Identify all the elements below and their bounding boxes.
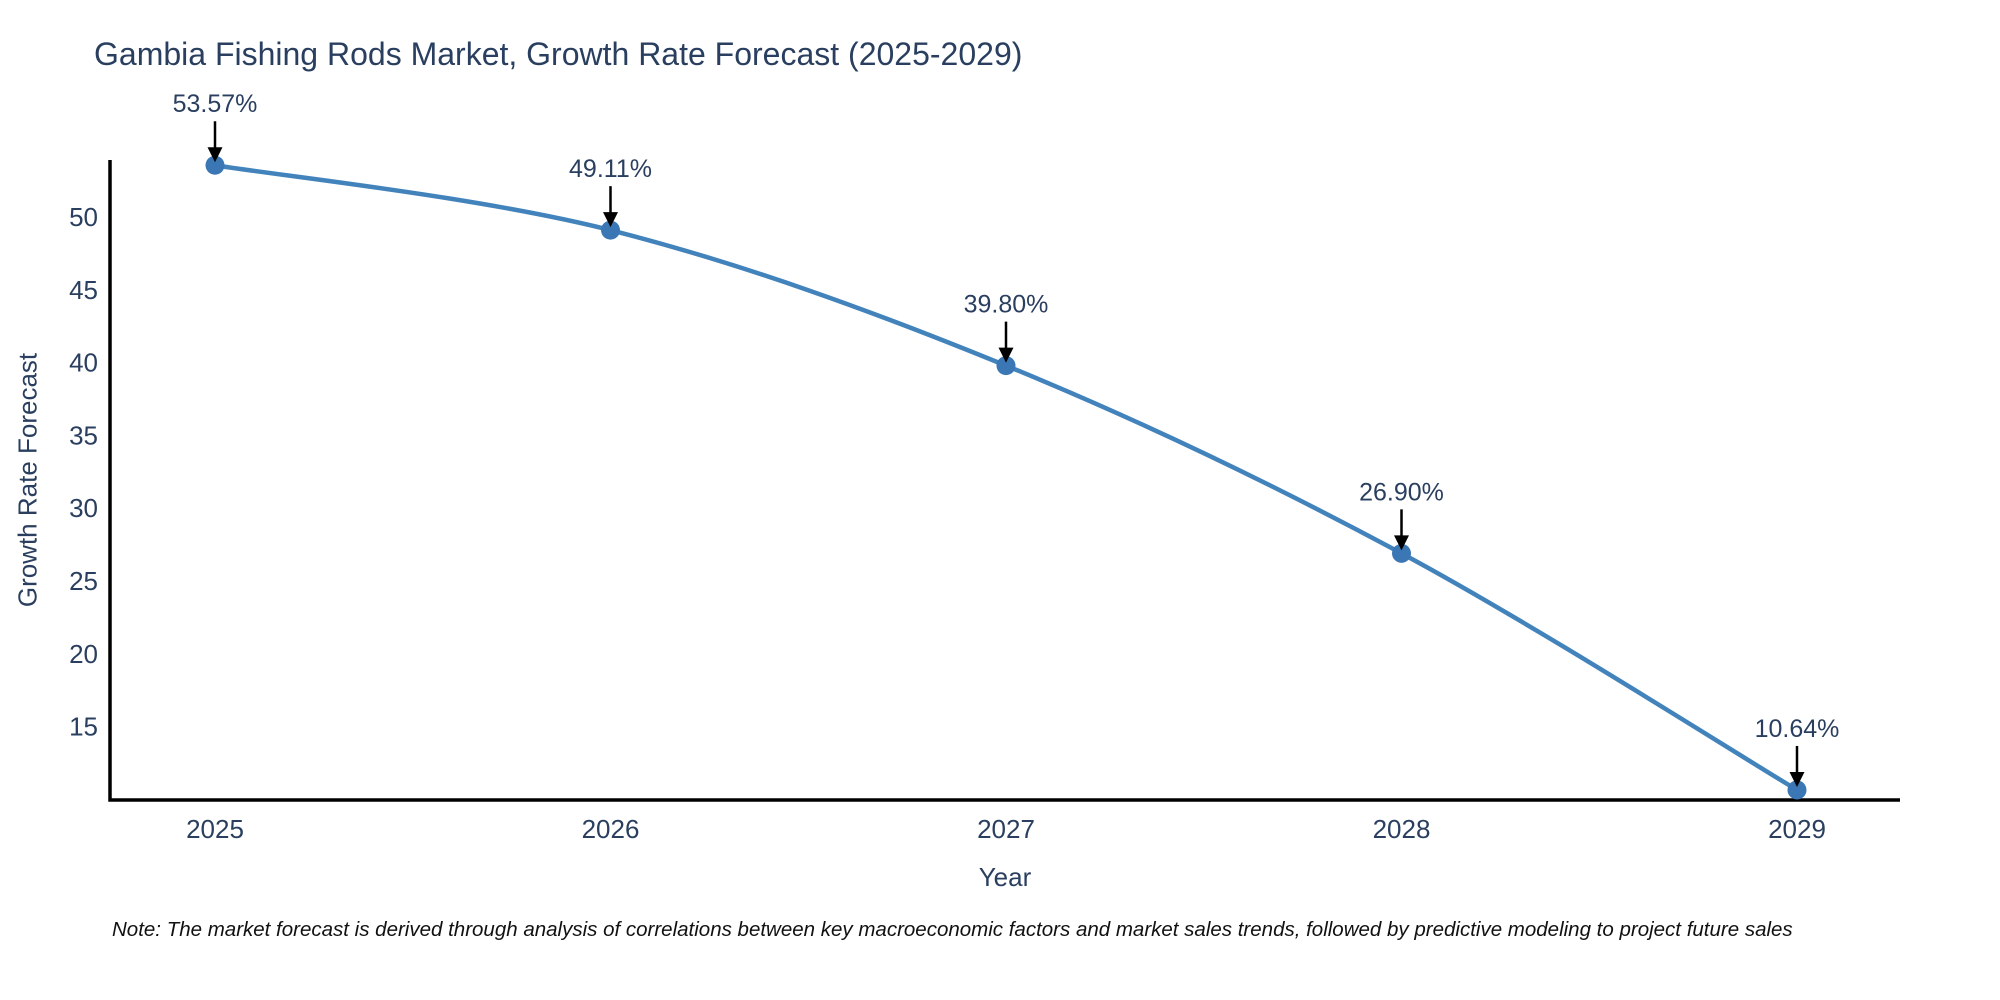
- annotation-arrow-head: [603, 212, 618, 228]
- y-tick-label: 30: [69, 493, 98, 523]
- y-tick-label: 20: [69, 639, 98, 669]
- x-tick-label: 2029: [1768, 814, 1826, 844]
- trend-line: [214, 163, 1799, 792]
- x-tick-label: 2027: [977, 814, 1035, 844]
- y-tick-label: 45: [69, 275, 98, 305]
- footnote: Note: The market forecast is derived thr…: [112, 918, 1793, 941]
- y-tick-label: 35: [69, 420, 98, 450]
- data-point: [1787, 780, 1807, 800]
- annotation-arrow-head: [1394, 535, 1409, 551]
- point-annotation-label: 49.11%: [569, 155, 652, 183]
- annotation-arrow-head: [998, 347, 1014, 363]
- y-tick-label: 25: [69, 566, 98, 596]
- annotation-arrow-head: [207, 147, 223, 163]
- y-tick-label: 50: [69, 202, 98, 232]
- x-tick-label: 2028: [1373, 814, 1431, 844]
- data-point: [601, 220, 620, 240]
- annotation-arrow-head: [1789, 771, 1805, 787]
- data-point: [1392, 543, 1411, 563]
- point-annotation-label: 26.90%: [1359, 478, 1444, 506]
- y-tick-label: 40: [69, 348, 98, 378]
- x-tick-label: 2026: [582, 814, 640, 844]
- point-annotation-label: 53.57%: [173, 90, 258, 118]
- axis-lines: [108, 160, 1900, 802]
- y-axis-title: Growth Rate Forecast: [12, 352, 43, 608]
- y-tick-label: 15: [69, 712, 98, 742]
- data-point: [205, 155, 225, 175]
- chart-title: Gambia Fishing Rods Market, Growth Rate …: [94, 36, 1023, 72]
- x-axis-title: Year: [978, 862, 1032, 892]
- point-annotation-label: 10.64%: [1755, 715, 1840, 743]
- x-tick-label: 2025: [186, 814, 244, 844]
- point-annotation-label: 39.80%: [964, 291, 1049, 319]
- data-point: [996, 356, 1016, 376]
